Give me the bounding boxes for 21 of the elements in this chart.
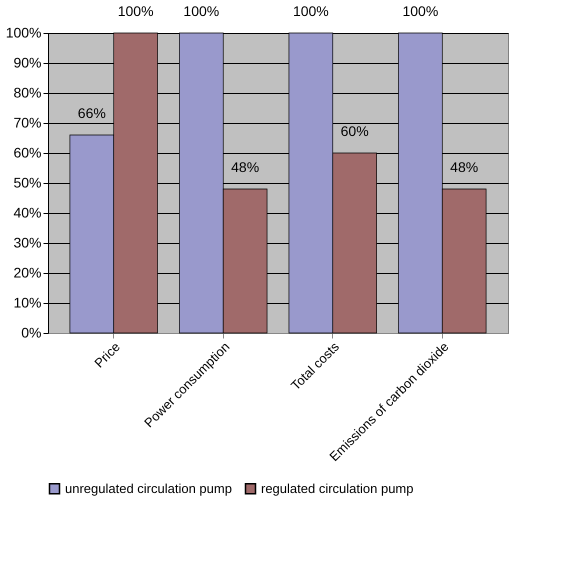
y-tick-label: 20% [13,264,42,280]
data-label: 48% [450,159,478,175]
data-label: 100% [118,3,154,19]
legend-label: unregulated circulation pump [65,480,232,496]
data-label: 66% [78,105,106,121]
y-tick-label: 70% [13,114,42,130]
y-tick-label: 90% [13,54,42,70]
y-tick-label: 40% [13,204,42,220]
y-tick-label: 100% [6,24,42,40]
y-tick-label: 30% [13,234,42,250]
data-label: 60% [340,123,369,139]
y-tick-label: 0% [21,324,42,340]
data-label: 100% [402,3,438,19]
y-tick-label: 80% [13,84,42,100]
y-tick-label: 10% [13,294,42,310]
y-tick-label: 50% [13,174,42,190]
legend-label: regulated circulation pump [261,480,414,496]
y-tick-label: 60% [13,144,42,160]
data-label: 100% [183,3,220,19]
data-label: 48% [231,159,260,175]
data-label: 100% [292,3,329,19]
